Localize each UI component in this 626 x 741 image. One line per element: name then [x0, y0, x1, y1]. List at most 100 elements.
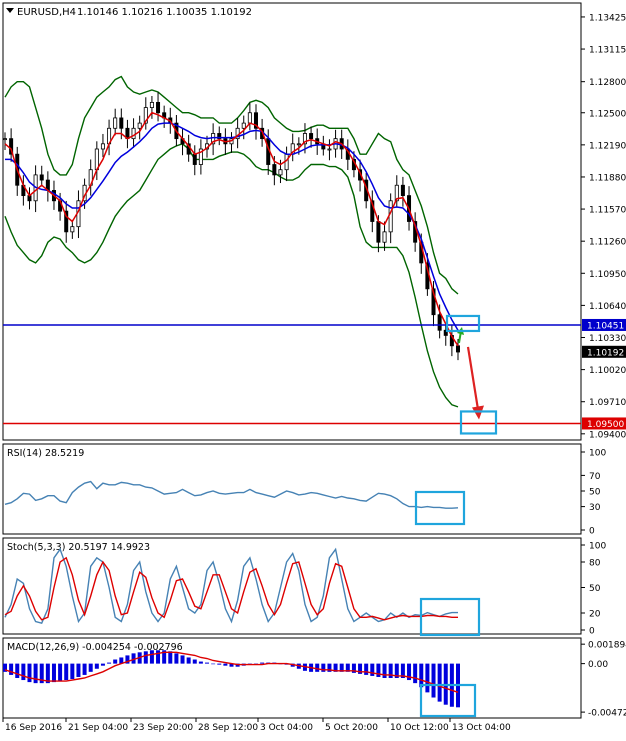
price-label-box — [582, 417, 626, 430]
candle-body — [192, 153, 197, 165]
candle-body — [272, 164, 277, 176]
macd-histogram-bar — [131, 653, 136, 664]
macd-histogram-bar — [382, 663, 387, 678]
macd-histogram-bar — [321, 663, 326, 672]
x-tick-label: 10 Oct 12:00 — [390, 723, 449, 733]
macd-histogram-bar — [413, 663, 418, 684]
macd-histogram-bar — [64, 663, 69, 681]
candle-body — [278, 169, 283, 176]
candle-body — [131, 127, 136, 140]
x-tick-label: 13 Oct 04:00 — [452, 723, 511, 733]
stochastic-title: Stoch(5,3,3) 20.5197 14.9923 — [7, 542, 150, 553]
price-label-box — [582, 345, 626, 358]
candle-body — [370, 200, 375, 222]
candle-body — [394, 184, 399, 202]
rsi-panel[interactable] — [2, 443, 582, 535]
candle-body — [113, 117, 118, 129]
candle-body — [431, 288, 436, 316]
candle-body — [296, 143, 301, 146]
macd-tick-label: 0.00 — [588, 660, 608, 670]
macd-histogram-bar — [15, 663, 20, 678]
macd-highlight-box — [419, 683, 477, 718]
macd-histogram-bar — [400, 663, 405, 678]
price-label-text: 1.10192 — [587, 348, 624, 358]
macd-histogram-bar — [388, 663, 393, 678]
macd-histogram-bar — [88, 663, 93, 672]
price-tick-label: 1.12190 — [589, 141, 626, 151]
macd-histogram-bar — [425, 663, 430, 693]
bollinger-upper-line — [4, 75, 459, 295]
candle-body — [198, 148, 203, 165]
price-tick-label: 1.10330 — [589, 334, 626, 344]
macd-signal-line — [4, 651, 459, 693]
stochastic-main-line — [4, 547, 458, 625]
macd-histogram-bar — [3, 663, 7, 672]
macd-histogram-bar — [39, 663, 44, 684]
macd-histogram-bar — [143, 651, 148, 664]
stochastic-tick-label: 0 — [589, 627, 595, 637]
macd-histogram-bar — [333, 663, 338, 672]
macd-histogram-bar — [51, 663, 56, 683]
macd-histogram-bar — [168, 651, 173, 664]
macd-histogram-bar — [21, 663, 26, 681]
macd-histogram-bar — [394, 663, 399, 678]
macd-histogram-bar — [33, 663, 38, 684]
stochastic-tick-label: 100 — [589, 542, 606, 552]
macd-panel[interactable] — [2, 637, 582, 719]
rsi-tick-label: 70 — [589, 472, 601, 482]
rsi-tick-label: 100 — [589, 449, 606, 459]
stochastic-tick-label: 20 — [589, 610, 601, 620]
x-tick-label: 21 Sep 04:00 — [68, 723, 128, 733]
candle-body — [309, 133, 314, 140]
price-panel[interactable] — [2, 2, 582, 441]
macd-histogram-bar — [113, 659, 118, 664]
rsi-title: RSI(14) 28.5219 — [7, 448, 84, 459]
triangle-down-icon[interactable] — [6, 8, 14, 13]
price-tick-label: 1.11880 — [589, 173, 626, 183]
candle-body — [382, 231, 387, 243]
macd-histogram-bar — [70, 663, 75, 680]
x-tick-label: 3 Oct 04:00 — [260, 723, 313, 733]
macd-histogram-bar — [58, 663, 63, 682]
macd-histogram-bar — [229, 663, 234, 667]
macd-histogram-bar — [100, 663, 105, 666]
macd-histogram-bar — [180, 655, 185, 664]
rsi-tick-label: 50 — [589, 488, 601, 498]
macd-histogram-bar — [437, 663, 442, 702]
candle-body — [156, 101, 161, 114]
macd-histogram-bar — [370, 663, 375, 676]
macd-histogram-bar — [125, 655, 130, 664]
macd-histogram-bar — [156, 650, 161, 664]
macd-histogram-bar — [82, 663, 87, 675]
symbol-label: EURUSD,H4 — [17, 7, 76, 18]
candle-body — [137, 122, 142, 129]
price-tick-label: 1.12500 — [589, 109, 626, 119]
macd-histogram-bar — [198, 661, 203, 664]
macd-histogram-bar — [162, 650, 167, 664]
macd-histogram-bar — [364, 663, 369, 675]
macd-title: MACD(12,26,9) -0.004254 -0.002796 — [7, 642, 183, 653]
rsi-tick-label: 0 — [589, 527, 595, 537]
candle-body — [39, 174, 44, 181]
red-arrow-icon — [466, 346, 480, 410]
stochastic-layer — [4, 547, 458, 625]
candle-body — [443, 329, 448, 336]
price-tick-label: 1.09710 — [589, 398, 626, 408]
macd-histogram-bar — [358, 663, 363, 674]
macd-histogram-bar — [431, 663, 436, 698]
rsi-highlight-box — [414, 490, 466, 526]
candle-body — [253, 112, 258, 129]
macd-tick-label: 0.001894 — [588, 641, 626, 651]
rsi-line — [4, 480, 459, 509]
macd-histogram-bar — [94, 663, 99, 669]
stochastic-tick-label: 80 — [589, 559, 601, 569]
candle-body — [9, 138, 14, 155]
price-label-text: 1.10451 — [587, 321, 624, 331]
macd-histogram-bar — [419, 663, 424, 688]
macd-histogram-bar — [9, 663, 14, 675]
macd-histogram-bar — [315, 663, 320, 672]
x-tick-label: 28 Sep 12:00 — [198, 723, 258, 733]
candle-body — [119, 117, 124, 129]
